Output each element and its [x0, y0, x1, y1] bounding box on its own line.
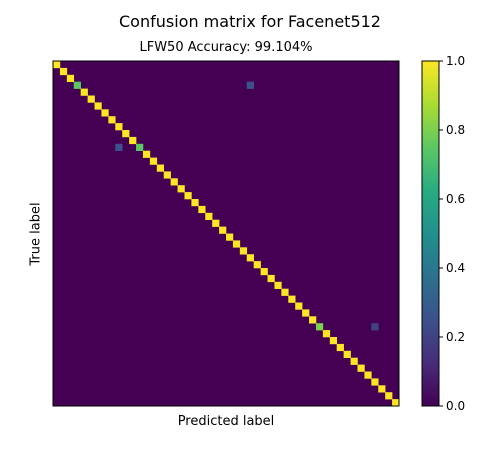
heatmap-cell-diagonal [136, 144, 143, 151]
heatmap-cell-diagonal [392, 399, 399, 406]
x-axis-label: Predicted label [53, 414, 399, 429]
heatmap-cell-diagonal [288, 296, 295, 303]
heatmap-cell-diagonal [261, 268, 268, 275]
colorbar-tick-label: 1.0 [446, 54, 465, 68]
heatmap-cell-diagonal [357, 365, 364, 372]
heatmap-cell-diagonal [268, 275, 275, 282]
heatmap-cell-diagonal [233, 240, 240, 247]
heatmap-cell-diagonal [302, 309, 309, 316]
heatmap-cell-diagonal [254, 261, 261, 268]
heatmap-cell-diagonal [184, 192, 191, 199]
heatmap-cell-diagonal [95, 102, 102, 109]
heatmap-cell-diagonal [274, 282, 281, 289]
heatmap-cell-diagonal [371, 378, 378, 385]
heatmap-matrix [53, 61, 399, 406]
heatmap-cell-diagonal [205, 213, 212, 220]
colorbar-tick-label: 0.8 [446, 123, 465, 137]
heatmap-cell-diagonal [351, 358, 358, 365]
heatmap-cell-diagonal [53, 61, 60, 68]
heatmap-cell-diagonal [60, 68, 67, 75]
heatmap-cell-diagonal [364, 372, 371, 379]
heatmap-cell-diagonal [178, 185, 185, 192]
heatmap-cell-diagonal [101, 109, 108, 116]
heatmap-cell-diagonal [337, 344, 344, 351]
heatmap-cell-diagonal [323, 330, 330, 337]
heatmap-cell-diagonal [81, 89, 88, 96]
colorbar: 0.0 0.2 0.4 0.6 0.8 1.0 [422, 54, 465, 413]
heatmap-cell-diagonal [67, 75, 74, 82]
colorbar-tick-label: 0.2 [446, 330, 465, 344]
heatmap-cell-diagonal [150, 158, 157, 165]
colorbar-tick-label: 0.4 [446, 261, 465, 275]
heatmap-cell-misclassified [115, 144, 122, 151]
heatmap-cell-misclassified [247, 82, 254, 89]
heatmap-cell-diagonal [295, 303, 302, 310]
heatmap-cell-diagonal [309, 316, 316, 323]
heatmap-cell-diagonal [171, 178, 178, 185]
heatmap-cell-diagonal [74, 82, 81, 89]
heatmap-cell-diagonal [198, 206, 205, 213]
heatmap-cell-diagonal [247, 254, 254, 261]
heatmap-cell-diagonal [164, 171, 171, 178]
colorbar-gradient [422, 61, 439, 406]
heatmap-cell-diagonal [129, 137, 136, 144]
heatmap-cell-diagonal [344, 351, 351, 358]
heatmap-cell-diagonal [281, 289, 288, 296]
heatmap-cell-diagonal [143, 151, 150, 158]
heatmap-cell-diagonal [226, 234, 233, 241]
heatmap-cell-diagonal [108, 116, 115, 123]
heatmap-cell-diagonal [115, 123, 122, 130]
heatmap-cell-misclassified [371, 323, 378, 330]
heatmap-cell-diagonal [122, 130, 129, 137]
heatmap-cell-diagonal [330, 337, 337, 344]
heatmap-cell-diagonal [240, 247, 247, 254]
heatmap-cell-diagonal [385, 392, 392, 399]
y-axis-label: True label [29, 202, 44, 265]
heatmap-cell-diagonal [191, 199, 198, 206]
heatmap-cell-diagonal [378, 385, 385, 392]
colorbar-tick-label: 0.0 [446, 399, 465, 413]
heatmap-cell-diagonal [219, 227, 226, 234]
heatmap-cell-diagonal [88, 96, 95, 103]
colorbar-tick-label: 0.6 [446, 192, 465, 206]
heatmap-cell-diagonal [316, 323, 323, 330]
heatmap-cell-diagonal [212, 220, 219, 227]
heatmap-cell-diagonal [157, 165, 164, 172]
